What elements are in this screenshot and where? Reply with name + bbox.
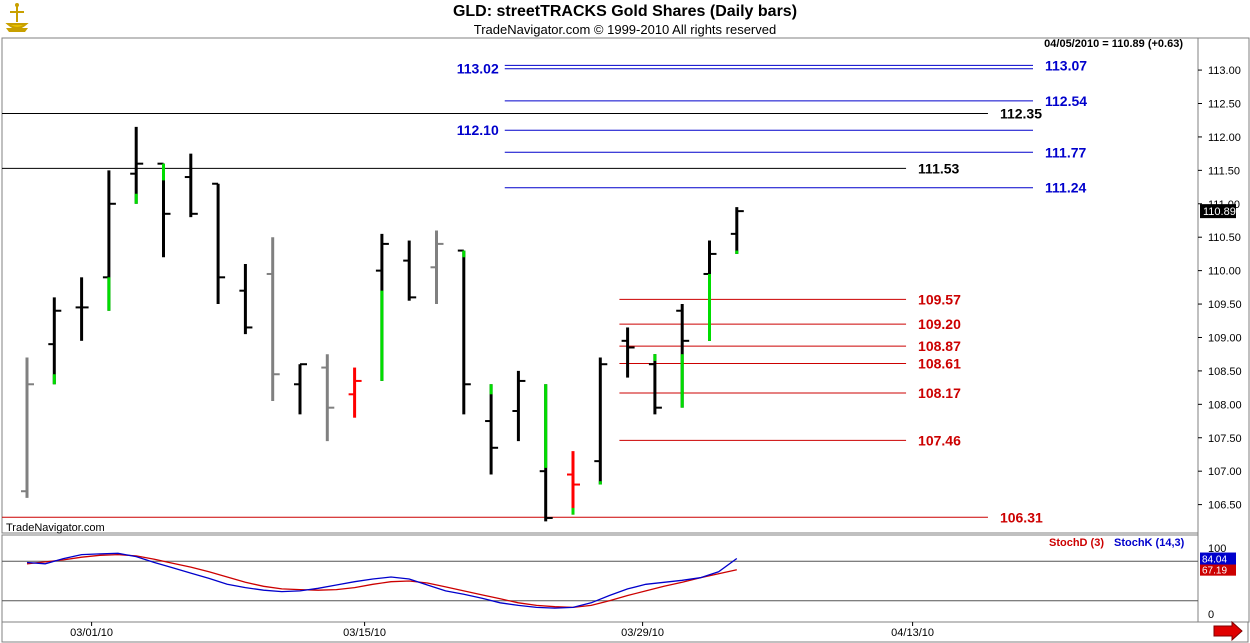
stoch-y-tick-label: 100 [1208, 543, 1226, 555]
level-label: 111.24 [1045, 180, 1086, 196]
price-axis-frame [1197, 37, 1250, 623]
level-label: 111.77 [1045, 144, 1086, 160]
y-tick-label: 110.00 [1208, 266, 1241, 278]
last-price-flag-label: 110.89 [1203, 206, 1236, 218]
level-label: 113.02 [457, 61, 499, 77]
level-label: 111.53 [918, 160, 959, 176]
y-tick-label: 107.00 [1208, 466, 1242, 478]
level-label: 112.54 [1045, 93, 1087, 109]
y-tick-label: 108.50 [1208, 366, 1242, 378]
y-tick-label: 111.50 [1208, 165, 1240, 177]
date-axis-frame [1, 621, 1249, 643]
x-tick-label: 04/13/10 [891, 627, 934, 639]
stoch-y-tick-label: 0 [1208, 609, 1214, 621]
stoch-panel-frame [1, 534, 1199, 623]
level-label: 107.46 [918, 432, 961, 448]
level-label: 112.35 [1000, 106, 1042, 122]
stoch-value-label: 84.04 [1202, 555, 1227, 566]
x-tick-label: 03/01/10 [70, 627, 113, 639]
stoch-value-flag [1200, 563, 1236, 576]
chart-title: GLD: streetTRACKS Gold Shares (Daily bar… [452, 3, 798, 20]
y-tick-label: 112.50 [1208, 99, 1241, 111]
y-tick-label: 107.50 [1208, 433, 1242, 445]
chart-subtitle: TradeNavigator.com © 1999-2010 All right… [473, 22, 777, 37]
level-label: 109.57 [918, 291, 961, 307]
last-quote-label: 04/05/2010 = 110.89 (+0.63) [1044, 38, 1183, 50]
gold-ship-icon [2, 2, 32, 34]
legend-stochk: StochK (14,3) [1114, 537, 1185, 549]
stoch-value-flag [1200, 552, 1236, 565]
y-tick-label: 109.50 [1208, 299, 1242, 311]
level-label: 109.20 [918, 316, 961, 332]
x-tick-label: 03/15/10 [343, 627, 386, 639]
stoch-series-line [26, 553, 737, 609]
level-label: 108.87 [918, 338, 961, 354]
level-label: 108.61 [918, 356, 961, 372]
level-label: 113.07 [1045, 57, 1087, 73]
stoch-value-label: 67.19 [1202, 566, 1227, 577]
y-tick-label: 109.00 [1208, 332, 1242, 344]
y-tick-label: 106.50 [1208, 500, 1242, 512]
level-label: 108.17 [918, 385, 961, 401]
scroll-right-arrow-icon[interactable] [1213, 620, 1243, 642]
level-label: 106.31 [1000, 509, 1043, 525]
legend-stochd: StochD (3) [1049, 537, 1104, 549]
y-tick-label: 108.00 [1208, 399, 1242, 411]
y-tick-label: 112.00 [1208, 132, 1241, 144]
level-label: 112.10 [457, 122, 499, 138]
y-tick-label: 110.50 [1208, 232, 1241, 244]
last-price-flag [1200, 204, 1236, 219]
y-tick-label: 113.00 [1208, 65, 1241, 77]
watermark-label: TradeNavigator.com [6, 522, 105, 534]
x-tick-label: 03/29/10 [621, 627, 664, 639]
stoch-series-line [26, 552, 738, 609]
